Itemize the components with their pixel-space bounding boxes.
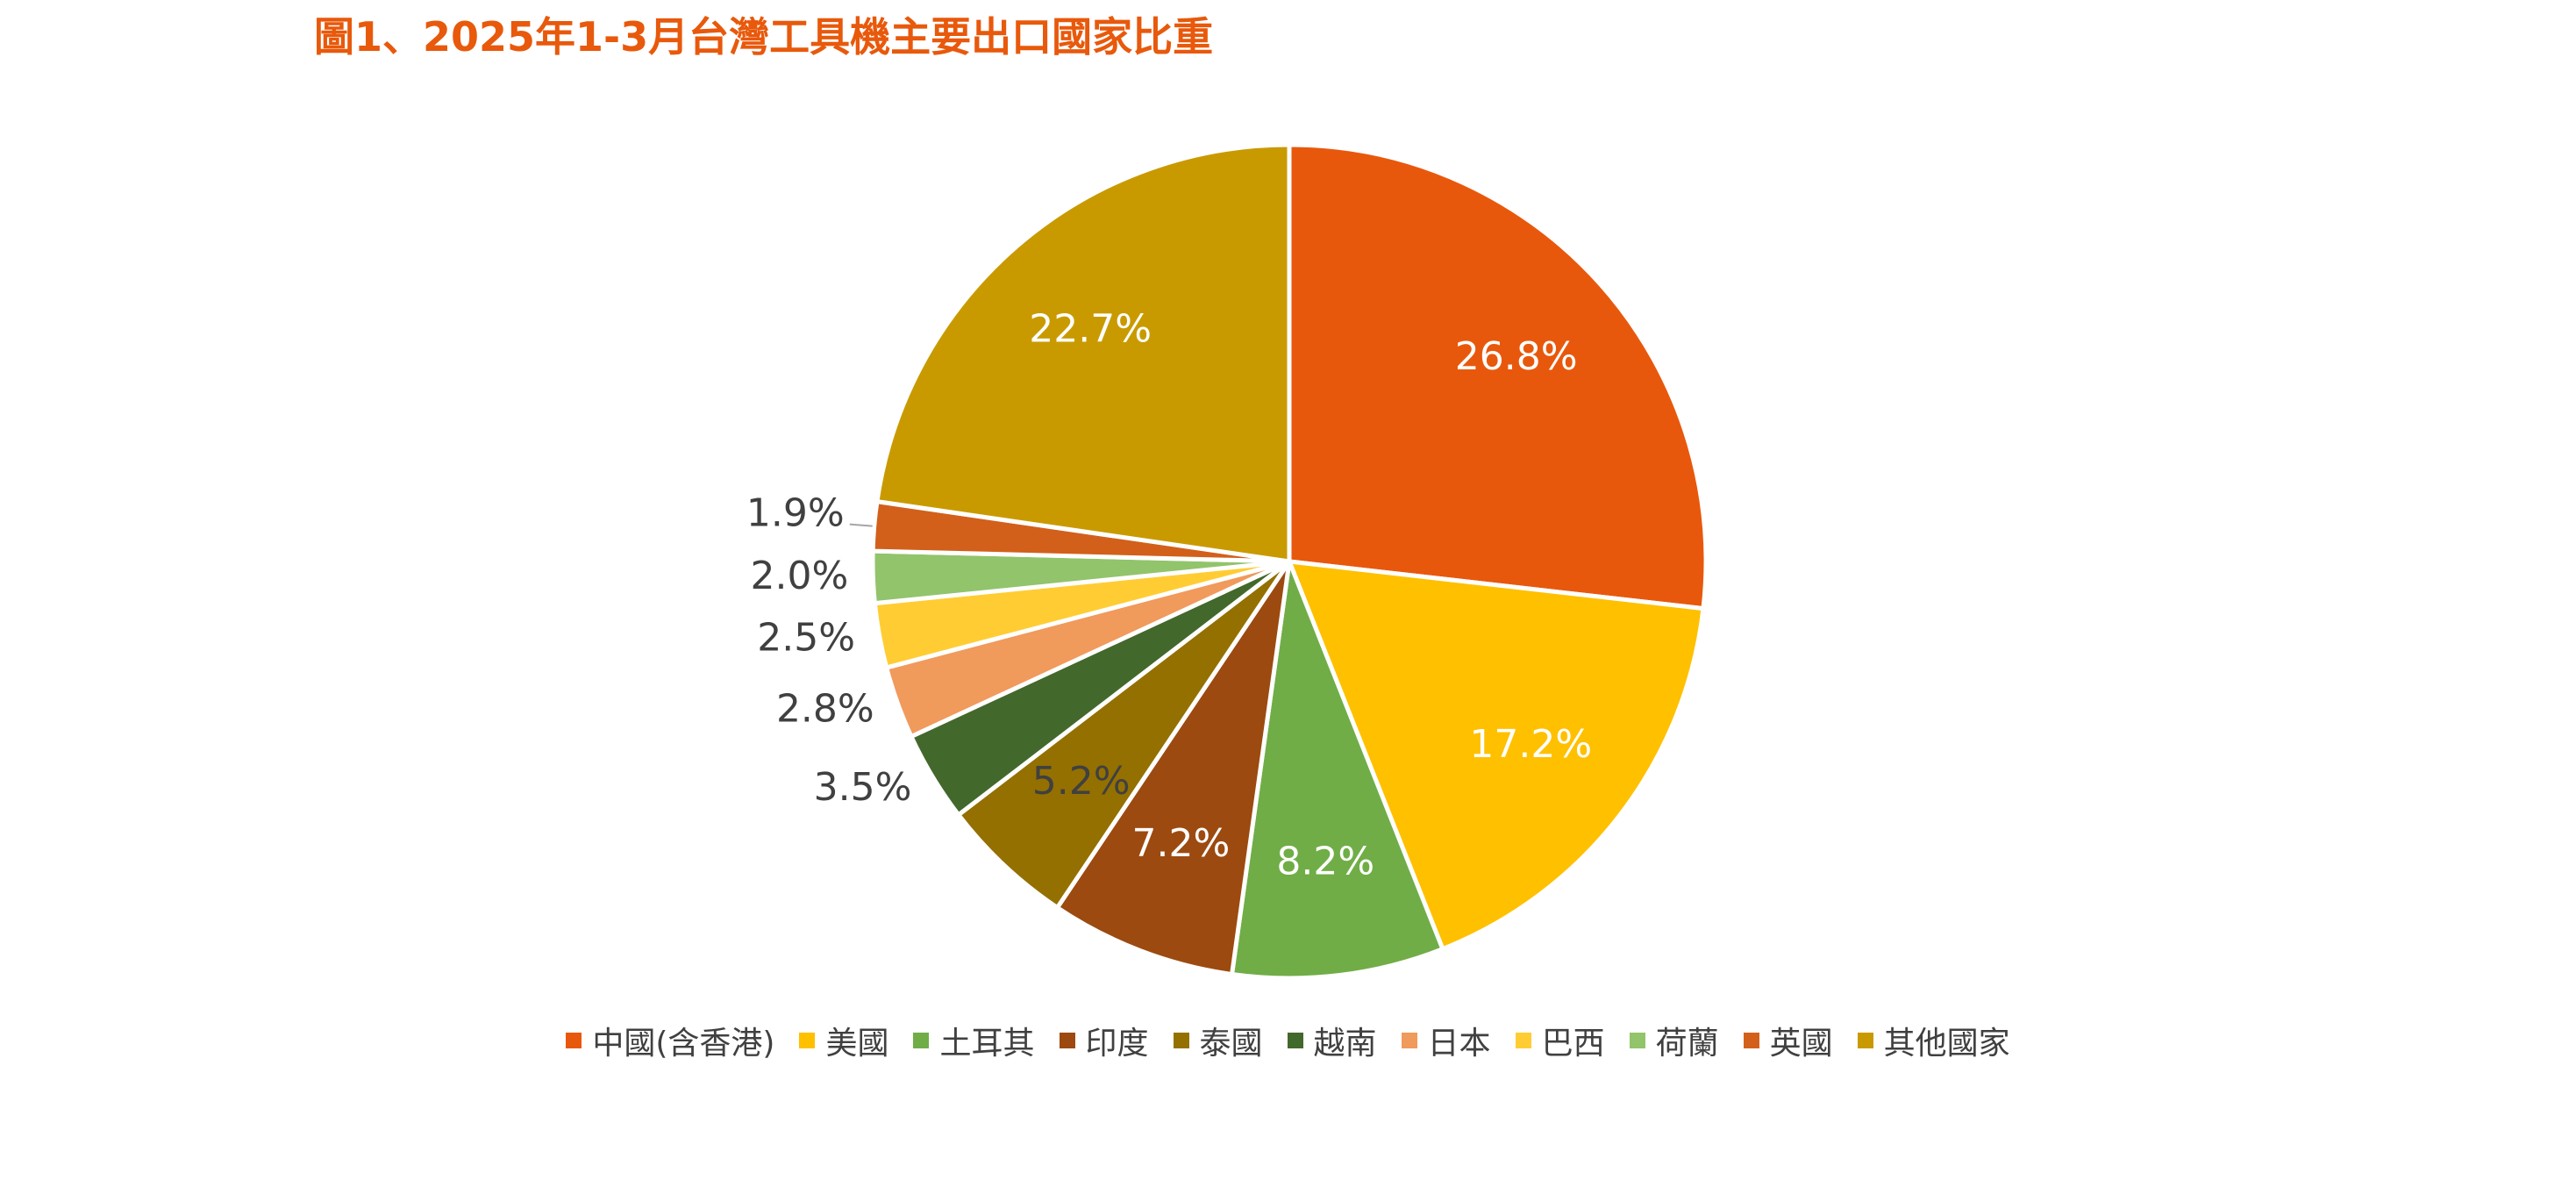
pie-data-label: 22.7% <box>1029 307 1152 352</box>
leader-lines <box>849 523 873 527</box>
legend-swatch <box>1857 1033 1873 1048</box>
legend-label: 印度 <box>1085 1026 1149 1062</box>
pie-data-label: 1.9% <box>746 491 845 536</box>
legend: 中國(含香港) 美國 土耳其 印度 泰國 越南 日本 巴西 荷蘭 英國 其他國家 <box>0 1018 2576 1063</box>
legend-swatch <box>1629 1033 1645 1048</box>
pie-data-label: 8.2% <box>1276 839 1374 883</box>
legend-label: 泰國 <box>1199 1026 1263 1062</box>
legend-item: 印度 <box>1059 1018 1149 1063</box>
pie-slice <box>1287 142 1709 611</box>
legend-swatch <box>1401 1033 1417 1048</box>
pie-data-label: 26.8% <box>1455 334 1578 379</box>
pie-slice <box>1229 553 1446 981</box>
pie-data-label: 17.2% <box>1469 722 1592 767</box>
pie-data-label: 2.8% <box>776 686 874 731</box>
legend-item: 荷蘭 <box>1629 1018 1719 1063</box>
leader-line <box>849 523 873 527</box>
legend-swatch <box>1515 1033 1531 1048</box>
chart-title: 圖1、2025年1-3月台灣工具機主要出口國家比重 <box>314 13 1214 61</box>
legend-swatch <box>1287 1033 1303 1048</box>
legend-item: 巴西 <box>1515 1018 1605 1063</box>
legend-item: 土耳其 <box>913 1018 1035 1063</box>
legend-item: 中國(含香港) <box>566 1018 774 1063</box>
legend-swatch <box>1059 1033 1075 1048</box>
pie-slice <box>955 560 1292 911</box>
legend-label: 美國 <box>825 1026 889 1062</box>
legend-item: 泰國 <box>1173 1018 1263 1063</box>
pie-slices <box>870 142 1709 981</box>
legend-swatch <box>1743 1033 1759 1048</box>
pie-slice <box>1054 560 1292 977</box>
legend-label: 日本 <box>1427 1026 1491 1062</box>
legend-label: 其他國家 <box>1883 1026 2010 1062</box>
pie-data-label: 2.5% <box>757 616 855 661</box>
pie-data-label: 7.2% <box>1132 821 1231 866</box>
legend-label: 英國 <box>1769 1026 1833 1062</box>
pie-slice <box>1286 559 1706 952</box>
legend-label: 巴西 <box>1541 1026 1605 1062</box>
legend-label: 越南 <box>1313 1026 1377 1062</box>
legend-item: 美國 <box>799 1018 888 1063</box>
pie-data-label: 2.0% <box>751 554 849 598</box>
legend-item: 其他國家 <box>1857 1018 2010 1063</box>
legend-item: 英國 <box>1743 1018 1833 1063</box>
legend-label: 土耳其 <box>939 1026 1035 1062</box>
legend-label: 中國(含香港) <box>592 1026 775 1062</box>
pie-data-label: 3.5% <box>814 765 912 810</box>
legend-label: 荷蘭 <box>1655 1026 1719 1062</box>
legend-swatch <box>566 1033 582 1048</box>
legend-item: 日本 <box>1401 1018 1491 1063</box>
legend-swatch <box>913 1033 930 1048</box>
legend-item: 越南 <box>1287 1018 1377 1063</box>
legend-swatch <box>799 1033 816 1048</box>
pie-slice <box>874 142 1292 564</box>
legend-swatch <box>1173 1033 1189 1048</box>
pie-data-label: 5.2% <box>1032 759 1131 804</box>
pie-chart: 26.8% 17.2% 8.2% 7.2%5.2% 3.5% 2.8% 2.5% 2.0% 1.… <box>746 142 1709 981</box>
pie-data-labels: 26.8% 17.2% 8.2% 7.2%5.2% 3.5% 2.8% 2.5% 2.0% 1.… <box>746 307 1592 884</box>
